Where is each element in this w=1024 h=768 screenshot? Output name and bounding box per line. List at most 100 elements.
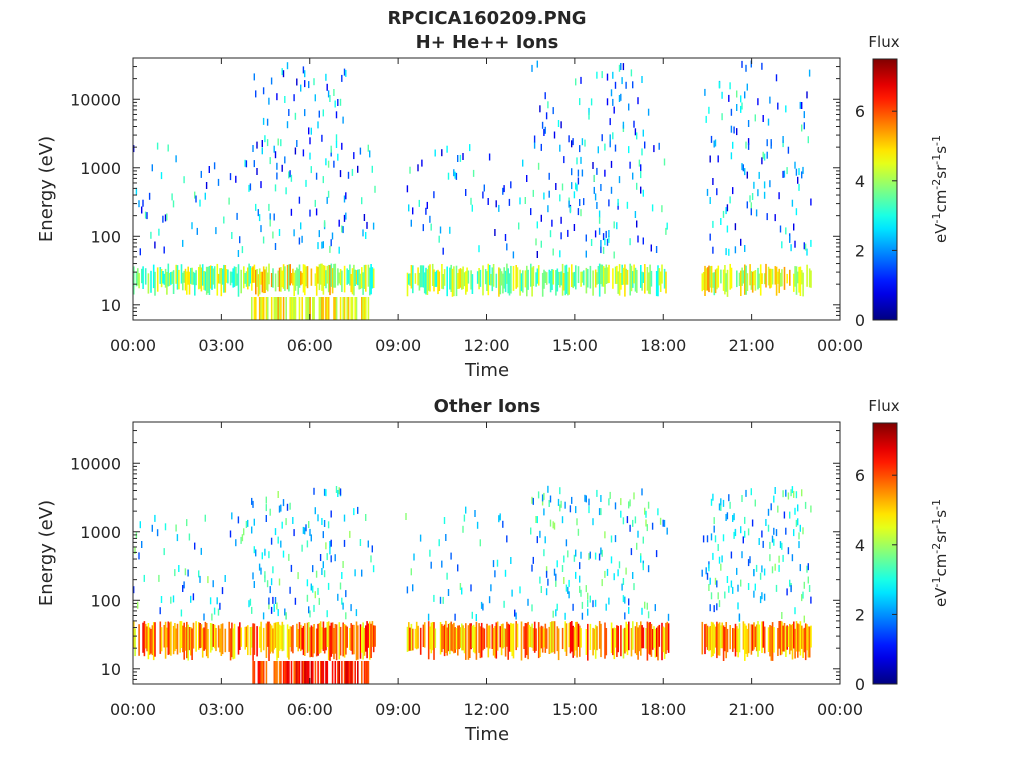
flux-cell: [471, 625, 474, 648]
flux-cell: [231, 232, 233, 239]
flux-cell: [704, 624, 706, 655]
flux-cell: [537, 622, 540, 659]
flux-cell: [717, 544, 719, 551]
flux-cell: [757, 267, 759, 290]
flux-cell: [771, 268, 774, 285]
flux-cell: [412, 628, 414, 651]
flux-cell: [571, 168, 573, 176]
flux-cell: [625, 567, 627, 575]
flux-cell: [480, 622, 483, 658]
flux-cell: [154, 271, 156, 296]
flux-cell: [771, 622, 774, 661]
flux-cell: [269, 586, 271, 594]
flux-cell: [622, 578, 625, 585]
flux-cell: [363, 297, 366, 320]
flux-cell: [636, 622, 638, 656]
flux-cell: [313, 78, 315, 86]
flux-cell: [767, 627, 770, 652]
flux-cell: [269, 623, 272, 654]
flux-cell: [431, 263, 434, 286]
flux-cell: [151, 524, 153, 532]
flux-cell: [200, 624, 203, 648]
flux-cell: [264, 575, 266, 583]
flux-cell: [789, 623, 791, 655]
flux-cell: [571, 621, 573, 652]
flux-cell: [284, 661, 286, 684]
flux-cell: [579, 575, 581, 583]
flux-cell: [556, 560, 558, 568]
flux-cell: [215, 227, 217, 235]
flux-cell: [359, 539, 362, 546]
flux-cell: [787, 626, 790, 647]
flux-cell: [372, 222, 375, 230]
flux-cell: [317, 514, 319, 522]
flux-cell: [367, 297, 370, 320]
flux-cell: [636, 542, 638, 550]
flux-cell: [334, 661, 337, 684]
flux-cell: [714, 269, 717, 294]
flux-cell: [355, 609, 358, 617]
flux-cell: [314, 507, 316, 515]
flux-cell: [365, 232, 367, 239]
flux-cell: [609, 134, 611, 142]
flux-cell: [342, 226, 344, 234]
flux-cell: [449, 623, 451, 655]
flux-cell: [751, 271, 754, 293]
flux-cell: [749, 556, 751, 564]
flux-cell: [647, 565, 650, 573]
x-tick-label: 12:00: [463, 336, 509, 355]
flux-cell: [232, 268, 234, 288]
flux-cell: [730, 267, 733, 289]
flux-cell: [335, 141, 338, 148]
flux-cell: [555, 573, 557, 581]
flux-cell: [655, 550, 658, 558]
flux-cell: [712, 552, 714, 560]
flux-cell: [545, 588, 548, 596]
flux-cell: [749, 264, 751, 286]
flux-cell: [594, 624, 597, 659]
flux-cell: [806, 565, 808, 573]
flux-cell: [602, 266, 605, 287]
flux-cell: [782, 625, 784, 652]
flux-cell: [327, 160, 330, 168]
flux-cell: [208, 166, 210, 173]
flux-cell: [701, 621, 704, 655]
flux-cell: [722, 269, 725, 291]
flux-cell: [270, 297, 273, 320]
flux-cell: [251, 497, 253, 505]
flux-cell: [273, 622, 276, 650]
flux-cell: [761, 621, 763, 653]
flux-cell: [308, 297, 310, 320]
flux-cell: [308, 81, 310, 89]
flux-cell: [417, 267, 419, 286]
flux-cell: [186, 621, 188, 659]
flux-cell: [355, 270, 358, 285]
flux-cell: [533, 141, 536, 149]
flux-cell: [802, 591, 804, 599]
flux-cell: [302, 264, 305, 293]
flux-cell: [530, 208, 532, 216]
flux-cell: [753, 569, 755, 576]
flux-cell: [327, 621, 330, 661]
flux-cell: [317, 242, 319, 250]
flux-cell: [552, 610, 554, 618]
flux-cell: [706, 535, 709, 543]
flux-cell: [598, 508, 601, 516]
flux-cell: [176, 265, 179, 290]
flux-cell: [713, 140, 715, 148]
flux-cell: [747, 583, 750, 590]
flux-cell: [325, 661, 327, 684]
flux-cell: [253, 581, 255, 588]
flux-cell: [305, 266, 307, 287]
flux-cell: [266, 580, 269, 588]
flux-cell: [744, 516, 746, 524]
y-tick-label: 1000: [80, 523, 121, 542]
flux-cell: [716, 580, 718, 588]
flux-cell: [174, 623, 176, 652]
flux-cell: [253, 160, 255, 168]
flux-cell: [319, 661, 322, 684]
flux-cell: [457, 625, 459, 656]
flux-cell: [184, 568, 187, 576]
flux-cell: [742, 621, 745, 650]
flux-cell: [329, 265, 331, 296]
